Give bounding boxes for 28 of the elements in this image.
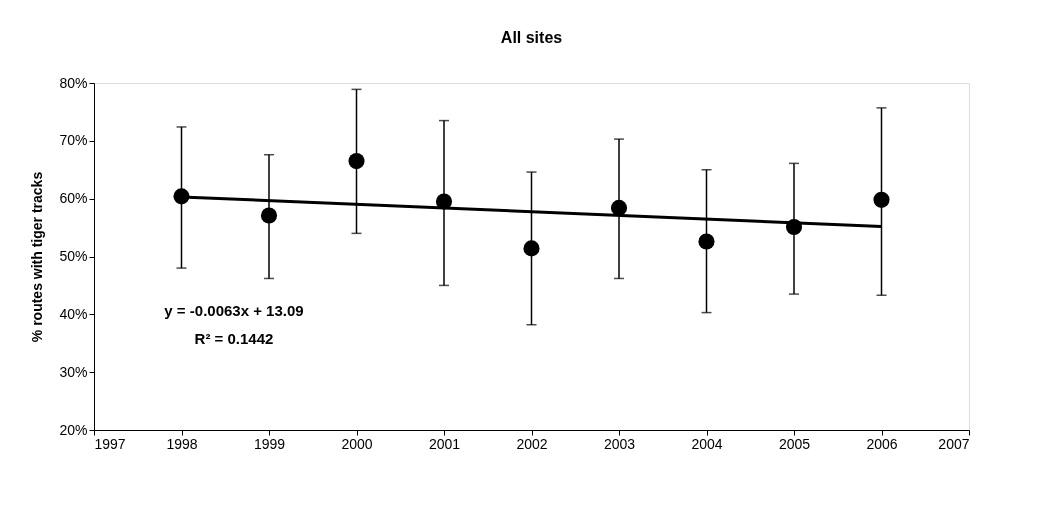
x-tick-label: 1999 bbox=[253, 435, 286, 452]
point bbox=[873, 191, 890, 208]
annotation: y = -0.0063x + 13.09 bbox=[164, 302, 304, 319]
x-tick-label: 2000 bbox=[341, 435, 373, 452]
y-tick-label: 40% bbox=[59, 305, 88, 322]
x-tick-label: 2003 bbox=[603, 435, 636, 452]
point bbox=[698, 233, 715, 250]
y-tick-label: 50% bbox=[59, 248, 88, 264]
y-tick-label: 20% bbox=[59, 421, 88, 438]
x-tick-label: 2006 bbox=[866, 435, 898, 452]
point bbox=[523, 240, 540, 257]
x-tick-label: 2005 bbox=[778, 435, 811, 452]
point bbox=[348, 153, 365, 170]
x-tick-label: 2004 bbox=[691, 435, 723, 452]
point bbox=[260, 207, 278, 224]
y-tick-label: 60% bbox=[59, 190, 88, 207]
x-tick-label: 2007 bbox=[938, 435, 970, 452]
x-tick-label: 1997 bbox=[94, 435, 126, 452]
y-tick-label: 30% bbox=[59, 363, 88, 380]
y-tick-label: 70% bbox=[59, 132, 88, 149]
y-tick-label: 80% bbox=[59, 74, 88, 91]
x-tick-label: 1998 bbox=[166, 435, 198, 452]
annotation: R² = 0.1442 bbox=[194, 330, 274, 347]
y-axis-title: % routes with tiger tracks bbox=[29, 171, 46, 343]
x-tick-label: 2002 bbox=[516, 435, 548, 452]
chart-title: All sites bbox=[500, 29, 563, 46]
x-tick-label: 2001 bbox=[428, 435, 461, 452]
point bbox=[610, 199, 628, 216]
